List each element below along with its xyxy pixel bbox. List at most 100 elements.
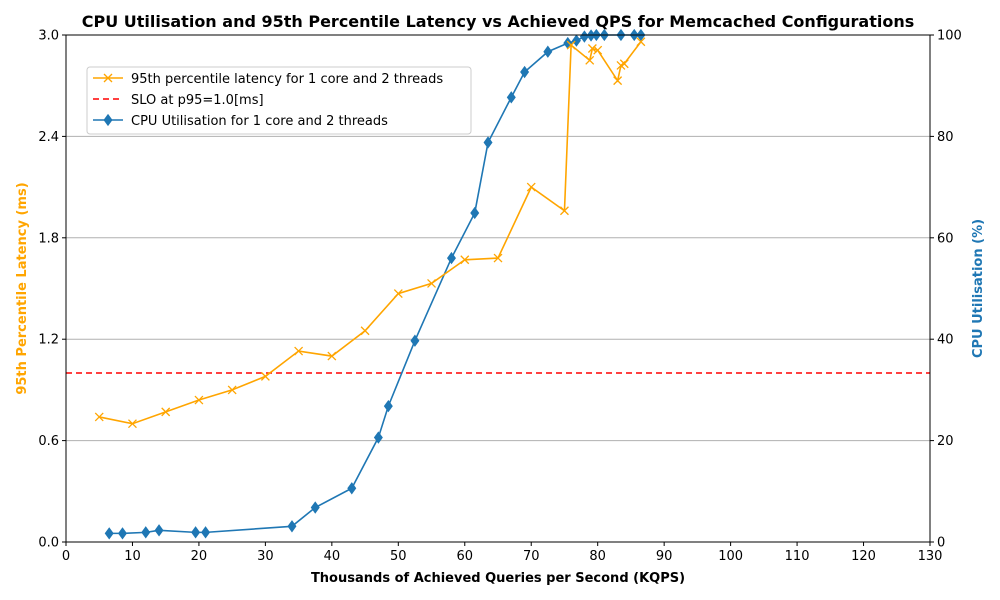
latency-point xyxy=(427,278,436,288)
x-marker-stroke xyxy=(585,55,595,65)
cpu-point xyxy=(571,34,581,47)
y-left-tick-label: 2.4 xyxy=(38,130,59,145)
cpu-point xyxy=(543,45,553,58)
x-tick-label: 10 xyxy=(124,549,141,564)
y-right-tick-label: 100 xyxy=(937,29,962,44)
cpu-series xyxy=(104,29,646,540)
x-marker-stroke xyxy=(94,412,104,422)
x-marker-stroke xyxy=(294,346,304,356)
cpu-point xyxy=(483,136,493,149)
cpu-point xyxy=(201,526,211,539)
x-marker-stroke xyxy=(619,59,629,69)
cpu-point xyxy=(347,482,357,495)
x-marker-stroke xyxy=(613,76,623,86)
x-tick-label: 120 xyxy=(851,549,876,564)
legend-label-slo: SLO at p95=1.0[ms] xyxy=(131,93,264,108)
x-marker-stroke xyxy=(560,206,569,216)
legend-marker-latency xyxy=(103,73,113,83)
x-tick-label: 110 xyxy=(785,549,810,564)
x-marker-stroke xyxy=(493,253,503,263)
y-right-tick-label: 40 xyxy=(937,333,954,348)
cpu-point xyxy=(154,524,164,537)
legend-box xyxy=(86,66,472,135)
latency-point xyxy=(294,346,304,356)
x-marker-stroke xyxy=(260,371,270,381)
y-right-tick-label: 60 xyxy=(937,231,954,246)
latency-point xyxy=(493,253,503,263)
x-tick-label: 40 xyxy=(324,549,341,564)
x-marker-stroke xyxy=(194,395,204,405)
x-marker-stroke xyxy=(526,182,536,192)
y-left-tick-label: 3.0 xyxy=(38,29,59,44)
x-tick-label: 80 xyxy=(589,549,606,564)
legend-label-latency: 95th percentile latency for 1 core and 2… xyxy=(131,72,443,87)
x-marker-stroke xyxy=(636,37,646,47)
legend-symbol-cpu xyxy=(93,113,123,127)
chart-title: CPU Utilisation and 95th Percentile Late… xyxy=(82,12,915,31)
x-tick-label: 100 xyxy=(718,549,743,564)
cpu-point xyxy=(117,527,127,540)
x-tick-label: 50 xyxy=(390,549,407,564)
x-marker-stroke xyxy=(393,289,403,299)
x-tick-label: 60 xyxy=(456,549,473,564)
x-marker-stroke xyxy=(427,278,436,288)
cpu-point xyxy=(373,431,383,444)
x-marker-stroke xyxy=(327,351,337,361)
y-axis-left-label: 95th Percentile Latency (ms) xyxy=(15,182,30,394)
plot-frame xyxy=(65,34,931,543)
y-right-tick-label: 20 xyxy=(937,434,954,449)
latency-point xyxy=(593,45,603,55)
latency-point xyxy=(260,371,270,381)
latency-point xyxy=(94,412,104,422)
cpu-point xyxy=(191,526,201,539)
latency-point xyxy=(161,407,171,417)
latency-point xyxy=(566,40,576,50)
cpu-point xyxy=(470,206,480,220)
latency-point xyxy=(585,55,595,65)
latency-point xyxy=(636,37,646,47)
y-right-tick-label: 80 xyxy=(937,130,954,145)
latency-point xyxy=(327,351,337,361)
latency-point xyxy=(619,59,629,69)
x-marker-stroke xyxy=(128,419,137,429)
x-tick-label: 0 xyxy=(62,549,70,564)
latency-point xyxy=(393,289,403,299)
cpu-point xyxy=(506,91,516,104)
x-marker-stroke xyxy=(227,385,237,395)
y-right-tick-label: 0 xyxy=(937,536,945,551)
x-axis-label: Thousands of Achieved Queries per Second… xyxy=(311,571,685,586)
cpu-point xyxy=(446,251,456,265)
cpu-point xyxy=(104,527,114,540)
x-marker-stroke xyxy=(161,407,171,417)
x-tick-label: 130 xyxy=(918,549,943,564)
y-left-tick-label: 0.6 xyxy=(38,434,59,449)
x-tick-label: 20 xyxy=(191,549,208,564)
latency-point xyxy=(587,44,597,53)
latency-point xyxy=(460,255,470,265)
x-marker-stroke xyxy=(360,326,370,336)
x-tick-label: 90 xyxy=(656,549,673,564)
cpu-point xyxy=(383,399,393,413)
x-tick-label: 70 xyxy=(523,549,540,564)
x-marker-stroke xyxy=(593,45,603,55)
x-marker-stroke xyxy=(566,40,576,50)
legend-label-cpu: CPU Utilisation for 1 core and 2 threads xyxy=(131,114,388,129)
latency-series xyxy=(94,37,646,429)
x-marker-stroke xyxy=(587,44,597,53)
y-left-tick-label: 1.8 xyxy=(38,231,59,246)
plot-series xyxy=(66,29,930,540)
latency-point xyxy=(194,395,204,405)
latency-point xyxy=(526,182,536,192)
latency-point xyxy=(560,206,569,216)
legend: 95th percentile latency for 1 core and 2… xyxy=(86,66,472,135)
y-left-tick-label: 1.2 xyxy=(38,333,59,348)
latency-point xyxy=(227,385,237,395)
y-left-tick-label: 0.0 xyxy=(38,536,59,551)
y-axis-right-label: CPU Utilisation (%) xyxy=(971,219,986,358)
cpu-point xyxy=(310,501,320,514)
latency-point xyxy=(128,419,137,429)
cpu-point xyxy=(287,520,297,533)
x-marker-stroke xyxy=(460,255,470,265)
